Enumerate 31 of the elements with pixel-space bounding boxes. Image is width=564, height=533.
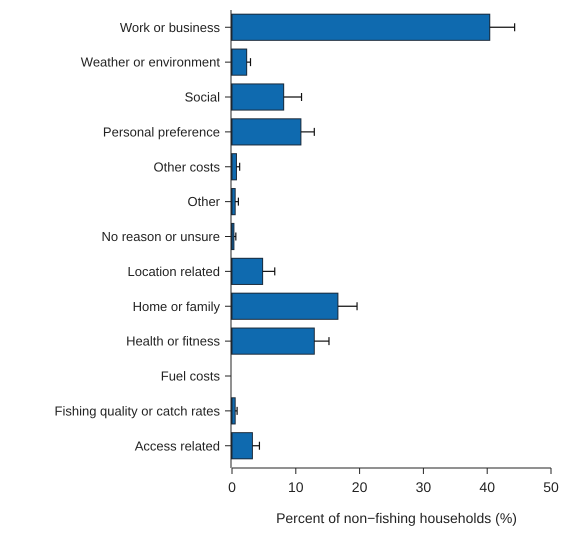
x-tick-label: 40 <box>479 479 496 495</box>
bar <box>232 153 237 180</box>
x-tick-label: 10 <box>288 479 304 495</box>
x-tick-label: 0 <box>228 479 236 495</box>
x-tick-label: 30 <box>416 479 432 495</box>
bar <box>232 328 315 355</box>
bar <box>232 48 248 76</box>
x-axis-title: Percent of non−fishing households (%) <box>276 510 517 526</box>
y-tick-label: Work or business <box>120 20 220 35</box>
bar <box>232 118 302 146</box>
bar <box>232 292 338 320</box>
bar <box>232 83 284 111</box>
bar <box>232 14 490 41</box>
y-tick-label: Weather or environment <box>80 54 220 70</box>
bar <box>232 258 264 285</box>
y-tick-label: Health or fitness <box>126 334 220 349</box>
y-tick-label: No reason or unsure <box>101 229 220 244</box>
y-tick-label: Personal preference <box>102 124 220 140</box>
bar <box>232 188 236 216</box>
y-tick-label: Social <box>184 90 220 105</box>
y-tick-label: Other costs <box>154 159 220 174</box>
y-tick-label: Home or family <box>132 298 220 314</box>
y-tick-label: Other <box>187 194 221 210</box>
x-tick-label: 20 <box>352 479 368 495</box>
x-tick-label: 50 <box>543 479 559 495</box>
y-tick-label: Location related <box>127 264 220 279</box>
y-tick-label: Fishing quality or catch rates <box>54 403 220 418</box>
y-tick-label: Fuel costs <box>160 368 220 384</box>
y-tick-label: Access related <box>134 438 220 454</box>
bar <box>232 432 253 460</box>
bar <box>232 397 236 424</box>
